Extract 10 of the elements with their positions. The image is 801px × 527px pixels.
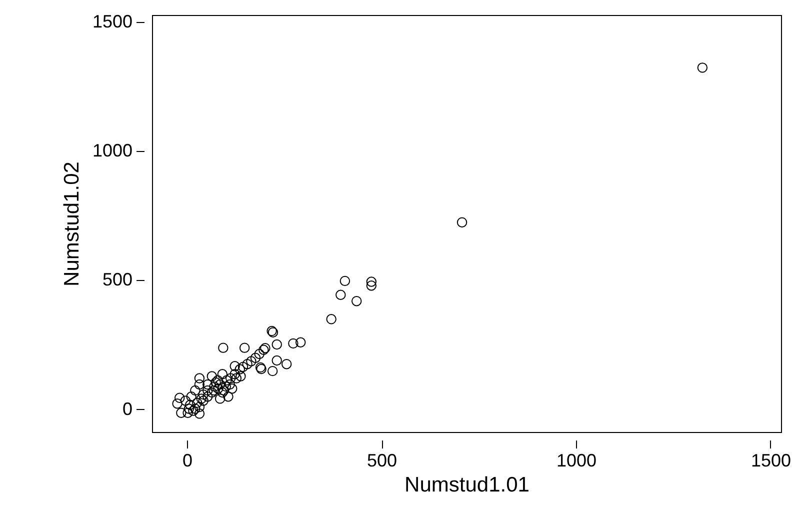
- x-axis-title: Numstud1.01: [404, 474, 530, 496]
- y-axis-title: Numstud1.02: [60, 162, 84, 286]
- y-tick-label: 500: [102, 270, 132, 290]
- x-tick-label: 0: [182, 450, 193, 470]
- y-tick-label: 1500: [92, 11, 132, 32]
- x-tick-label: 500: [366, 450, 398, 470]
- x-tick-label: 1500: [750, 450, 792, 470]
- y-tick-label: 0: [122, 398, 132, 419]
- y-tick-label: 1000: [92, 140, 132, 161]
- x-tick-label: 1000: [556, 450, 597, 470]
